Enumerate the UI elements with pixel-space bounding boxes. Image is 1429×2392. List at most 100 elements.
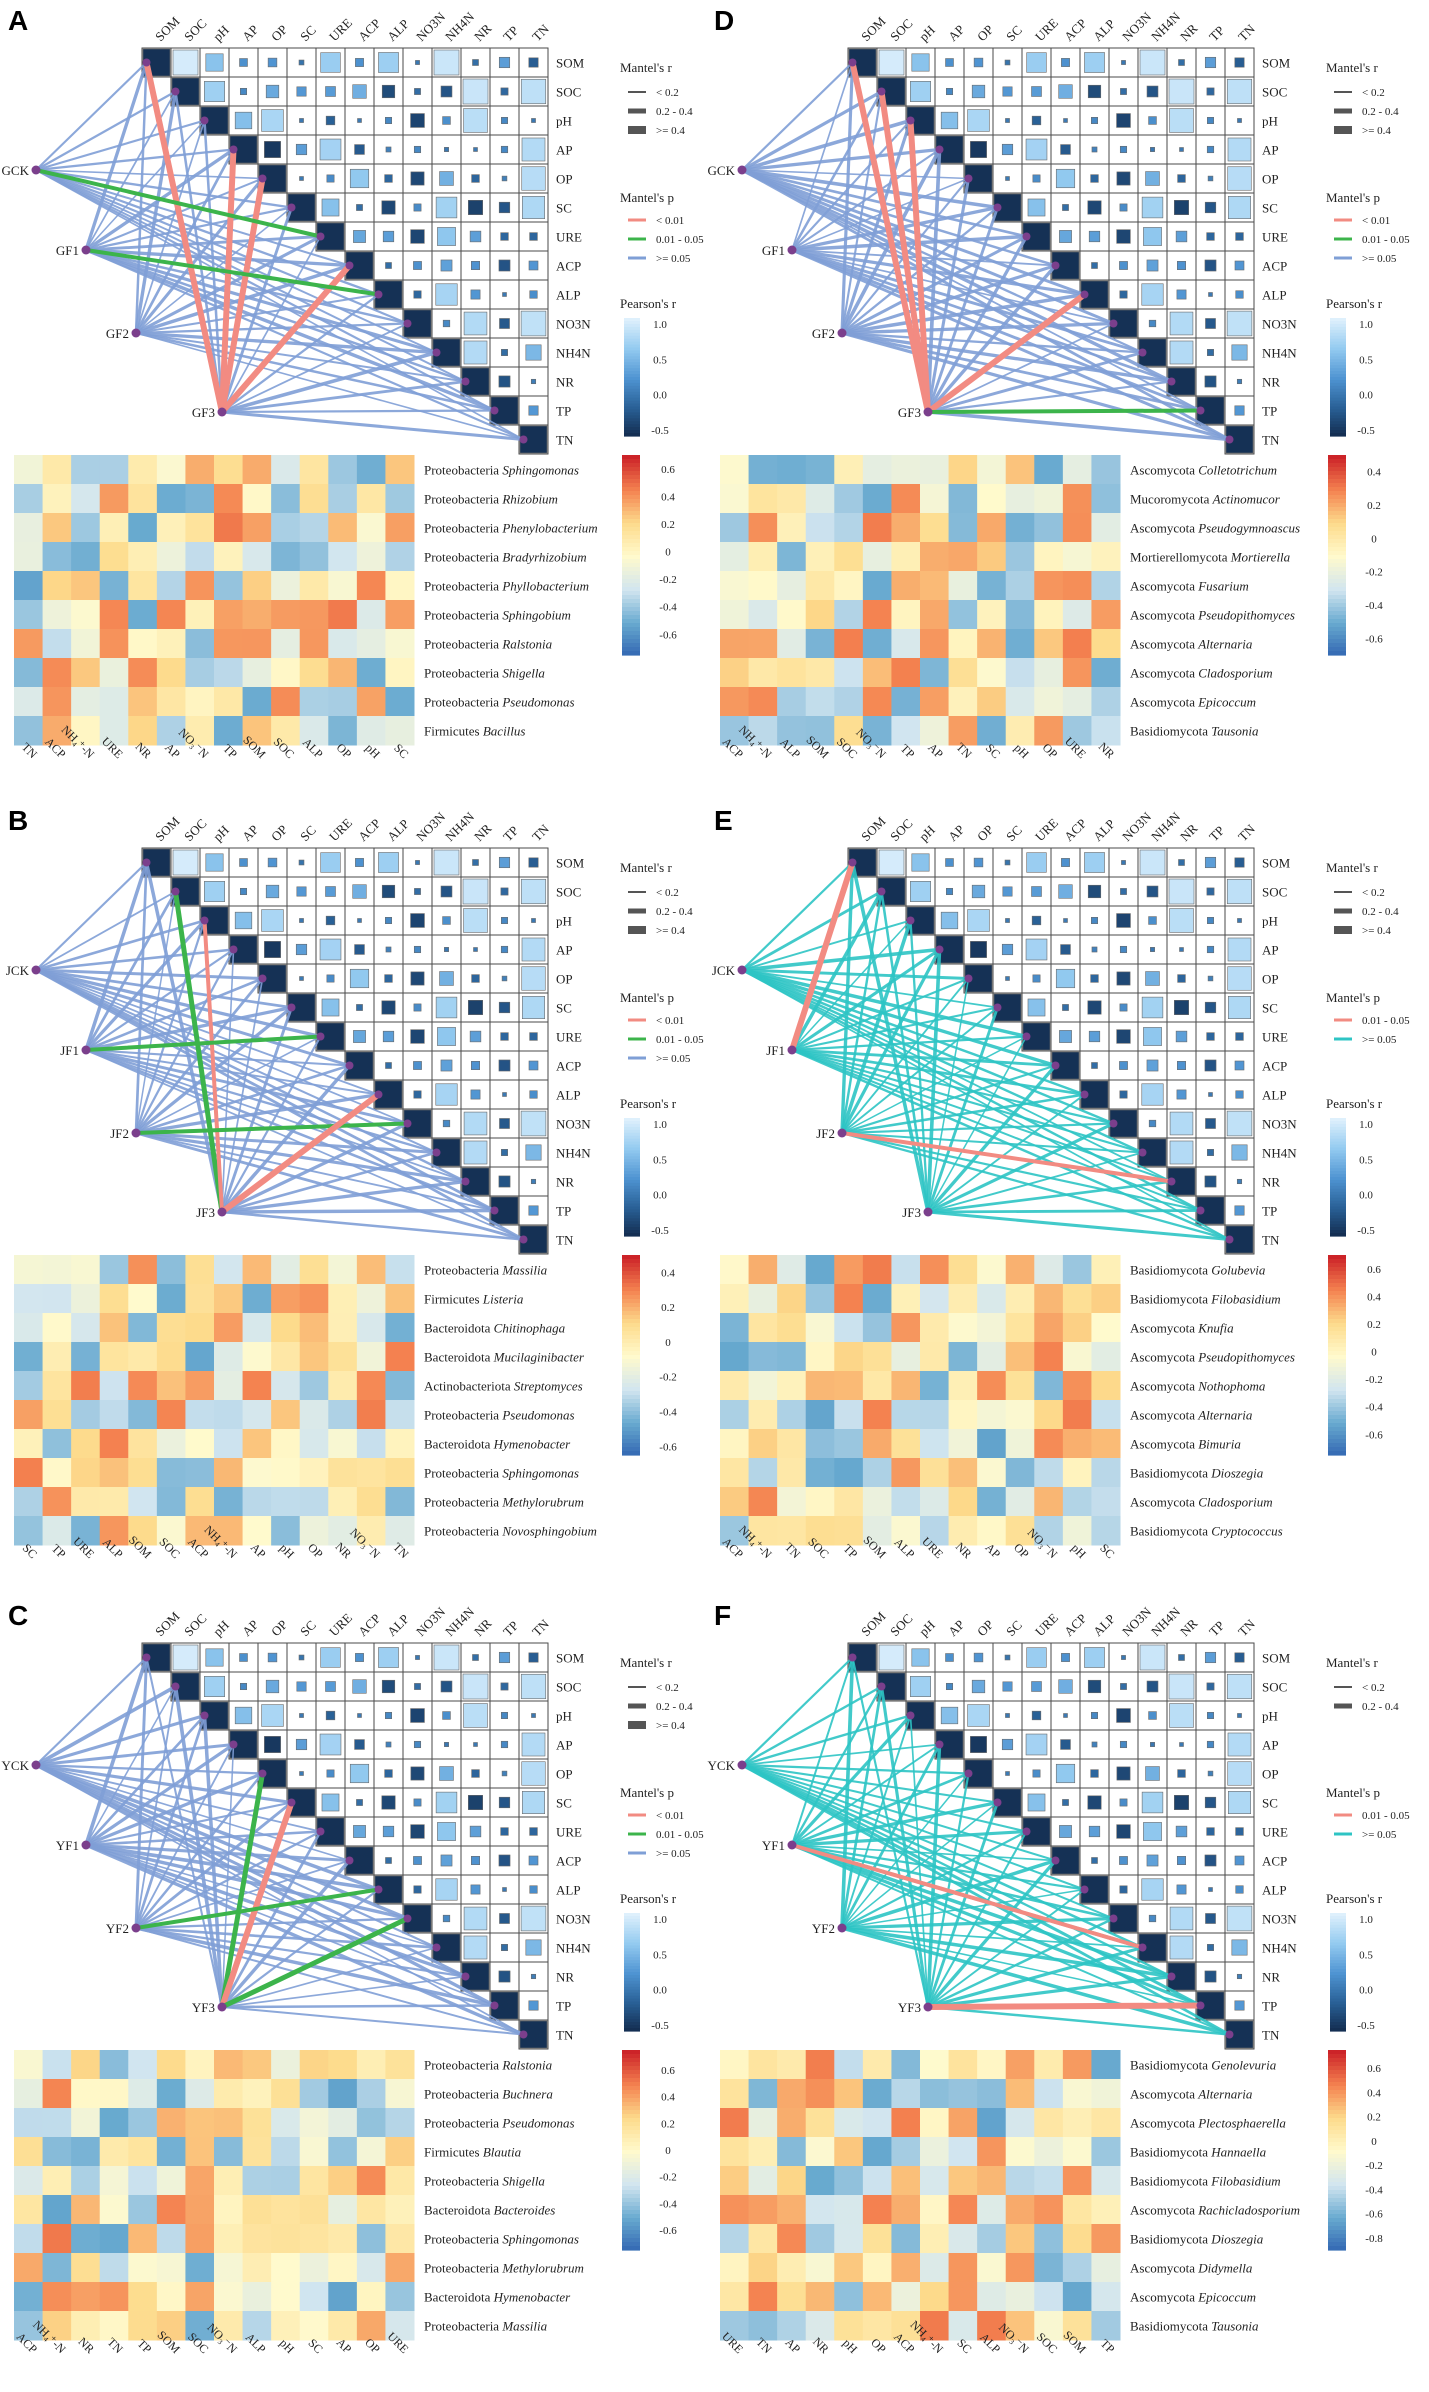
heatmap-cell (920, 629, 950, 659)
row-genus: Hymenobacter (493, 1437, 571, 1452)
matrix-square (1025, 138, 1048, 161)
heat-bar-segment (1328, 539, 1346, 544)
matrix-square (463, 908, 488, 933)
matrix-col-label-tn: TN (1235, 1616, 1258, 1639)
matrix-square (439, 171, 454, 186)
matrix-row-label-soc: SOC (556, 85, 581, 100)
matrix-square (1227, 137, 1252, 162)
matrix-col-label-ure: URE (1032, 815, 1061, 844)
heatmap-cell (1091, 2079, 1121, 2109)
heat-bar-segment (1328, 2218, 1346, 2223)
heatmap-cell (1034, 2253, 1064, 2283)
pearson-bar-segment (1330, 388, 1346, 393)
mantel-line (134, 91, 178, 334)
matrix-row-label-acp: ACP (1262, 1854, 1287, 1869)
heatmap-cell (14, 513, 44, 543)
heatmap-cell (42, 542, 72, 572)
heatmap-cell (834, 658, 864, 688)
matrix-col-label-ph: pH (210, 22, 232, 44)
pearson-bar-segment (1330, 1147, 1346, 1152)
heatmap-cell (156, 513, 186, 543)
pearson-bar-segment (1330, 1209, 1346, 1213)
mantel-line (741, 947, 940, 972)
heatmap-cell (977, 600, 1007, 630)
matrix-square (1169, 1935, 1194, 1960)
pearson-bar-segment (1330, 1141, 1346, 1146)
heat-bar-segment (1328, 1263, 1346, 1268)
matrix-col-label-alp: ALP (384, 16, 412, 44)
heatmap-cell (271, 2050, 301, 2080)
mantel-node (923, 2002, 933, 2012)
heatmap-cell (948, 1284, 978, 1314)
heatmap-cell (720, 2050, 750, 2080)
matrix-node (1167, 1177, 1176, 1186)
heat-bar-segment (1328, 595, 1346, 600)
matrix-node (1022, 1827, 1031, 1836)
heatmap-cell (99, 1516, 129, 1546)
matrix-square (462, 878, 489, 905)
matrix-row-label-alp: ALP (556, 1883, 581, 1898)
heatmap-cell (71, 542, 101, 572)
mantel-line (879, 1686, 930, 2008)
matrix-square (413, 1740, 422, 1749)
heat-bar-segment (622, 2150, 640, 2155)
heat-bar-segment (622, 627, 640, 632)
heatmap-cell (777, 1342, 807, 1372)
heat-bar-segment (622, 503, 640, 508)
heatmap-cell (356, 484, 386, 514)
heat-bar-segment (622, 1299, 640, 1304)
legend-pearson-title: Pearson's r (620, 1891, 677, 1906)
matrix-square (413, 290, 422, 299)
heatmap-cell (128, 629, 158, 659)
pearson-bar-segment (624, 382, 640, 387)
heatmap-cell (891, 2253, 921, 2283)
matrix-square (501, 1770, 508, 1777)
heat-bar-segment (1328, 575, 1346, 580)
heatmap-cell (299, 571, 329, 601)
mantel-node-label: YF3 (898, 2000, 921, 2015)
heatmap-row-label: Basidiomycota Golubevia (1130, 1263, 1266, 1278)
matrix-square (498, 1001, 511, 1014)
heatmap-cell (71, 629, 101, 659)
heatmap-cell (720, 1429, 750, 1459)
legend-mantel-p-label: >= 0.05 (656, 253, 691, 265)
matrix-square (440, 1059, 453, 1072)
matrix-square (1002, 1681, 1013, 1692)
matrix-square (435, 1083, 458, 1106)
matrix-square (1026, 1647, 1047, 1668)
matrix-square (529, 1090, 538, 1099)
matrix-col-label-nh4n: NH4N (442, 1604, 478, 1640)
matrix-col-label-ph: pH (916, 1617, 938, 1639)
pearson-bar-segment (1330, 1986, 1346, 1991)
matrix-square (326, 174, 335, 183)
heatmap-cell (1005, 2050, 1035, 2080)
matrix-square (1062, 204, 1069, 211)
row-genus: Massilia (501, 2319, 547, 2334)
matrix-square (1088, 1030, 1101, 1043)
matrix-square (499, 318, 510, 329)
heatmap-cell (862, 1371, 892, 1401)
heat-bar-segment (622, 635, 640, 640)
matrix-square (1026, 52, 1047, 73)
heatmap-cell (920, 1458, 950, 1488)
matrix-node (316, 1827, 325, 1836)
heatmap-cell (14, 1516, 44, 1546)
heatmap-cell (748, 571, 778, 601)
matrix-square (500, 232, 509, 241)
matrix-col-label-tn: TN (1235, 21, 1258, 44)
mantel-node-label: YCK (708, 1758, 736, 1773)
matrix-square (1145, 1766, 1160, 1781)
matrix-square (1119, 1061, 1128, 1070)
heat-bar-segment (1328, 1363, 1346, 1368)
heatmap-cell (242, 1255, 272, 1285)
matrix-square (1145, 171, 1160, 186)
matrix-square (468, 1000, 483, 1015)
matrix-node (1051, 261, 1060, 270)
heatmap-row-label: Proteobacteria Sphingomonas (424, 1466, 579, 1481)
heatmap-cell (805, 542, 835, 572)
matrix-node (935, 1740, 944, 1749)
mantel-line (35, 168, 408, 325)
heatmap-cell (156, 716, 186, 746)
matrix-square (326, 1769, 335, 1778)
pearson-bar-segment (1330, 1177, 1346, 1181)
